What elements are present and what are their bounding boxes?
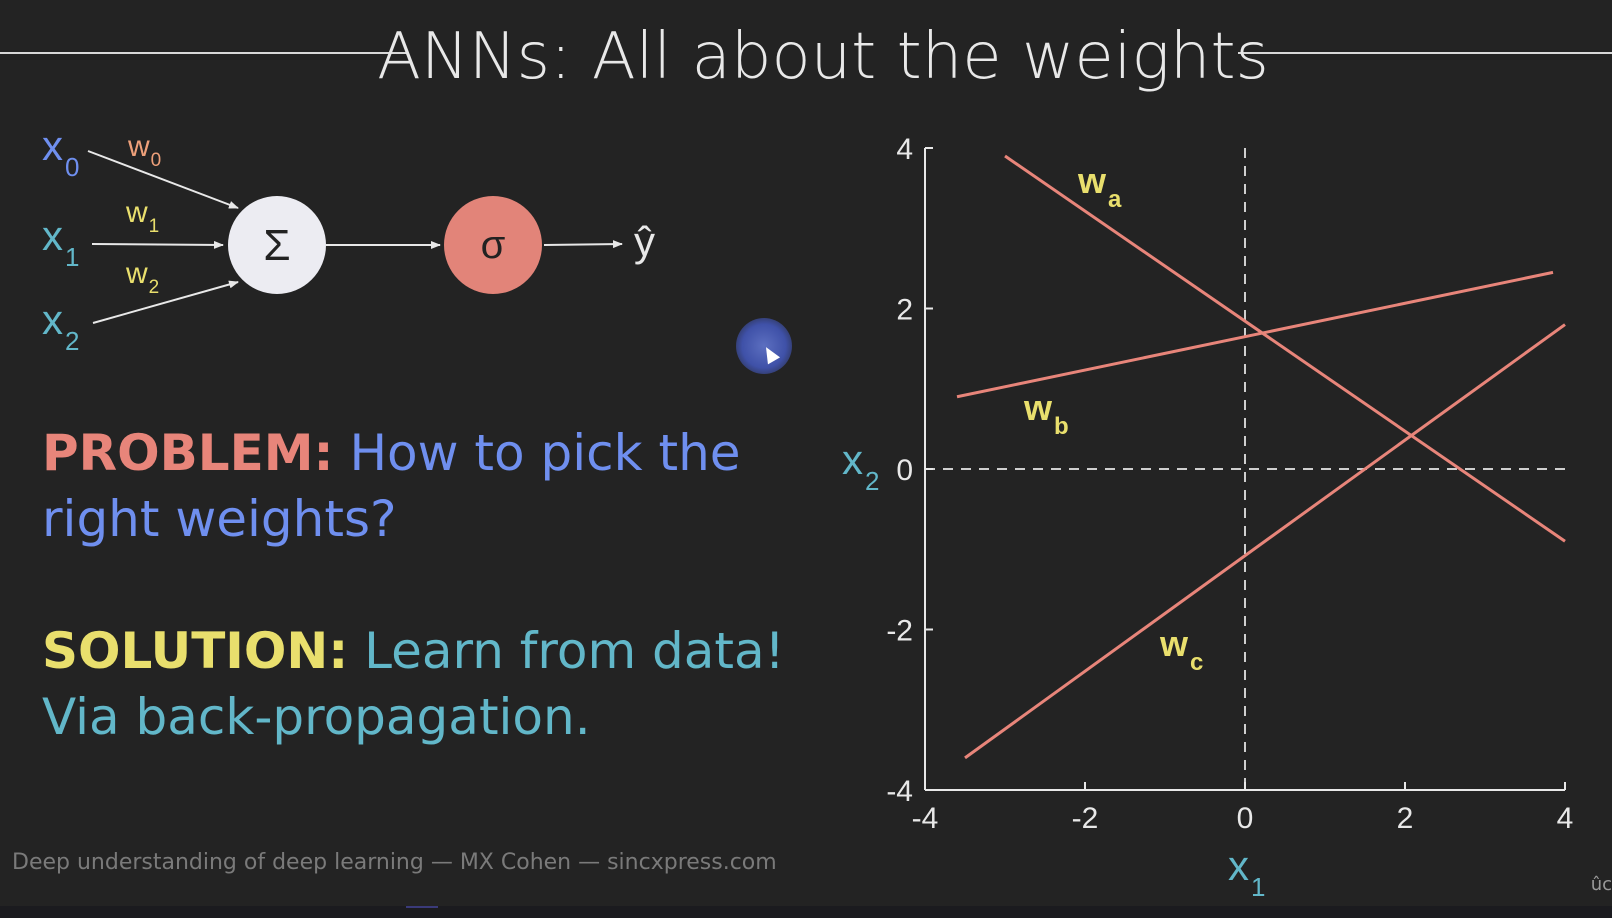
sum-node — [228, 196, 326, 294]
x-tick-label: 2 — [1397, 802, 1414, 835]
edge-x2-sum — [92, 280, 239, 324]
x-axis-label: x1 — [1228, 842, 1265, 902]
solution-statement: SOLUTION: Learn from data! Via back-prop… — [42, 618, 822, 750]
input-x0-label: x0 — [42, 122, 79, 182]
solution-text: Learn from data! Via back-propagation. — [42, 622, 785, 746]
x-tick-label: 4 — [1557, 802, 1574, 835]
activation-symbol: σ — [481, 223, 506, 267]
activation-node — [444, 196, 542, 294]
y-tick-label: -4 — [886, 775, 913, 808]
y-tick-label: 2 — [896, 294, 913, 327]
weight-w2-label: w2 — [125, 257, 159, 298]
input-x1-label: x1 — [42, 212, 79, 272]
input-x2-label: x2 — [42, 296, 79, 356]
y-tick-label: -2 — [886, 615, 913, 648]
progress-marker — [406, 906, 438, 908]
x-tick-label: 0 — [1237, 802, 1254, 835]
edge-sigma-output — [543, 240, 623, 249]
sum-symbol: Σ — [263, 221, 290, 270]
y-tick-label: 4 — [896, 133, 913, 166]
page-title: ANNs: All about the weights — [377, 20, 1269, 94]
problem-label: PROBLEM: — [42, 424, 334, 482]
solution-label: SOLUTION: — [42, 622, 349, 680]
edge-x0-sum — [87, 150, 239, 209]
network-diagram: x0 x1 x2 w0 w1 w2 Σ σ ŷ — [42, 122, 655, 356]
cursor-highlight — [736, 318, 792, 374]
x-tick-label: -4 — [912, 802, 939, 835]
decision-lines-chart: -4 -2 0 2 4 -4 -2 0 2 4 wa wb wc x1 x2 — [842, 133, 1573, 902]
footer-credit: Deep understanding of deep learning — MX… — [12, 850, 777, 875]
series-label-wb: wb — [1023, 387, 1069, 440]
problem-text: How to pick the right weights? — [42, 424, 741, 548]
series-line-wc — [964, 323, 1566, 760]
y-axis-label: x2 — [842, 436, 879, 496]
series-label-wa: wa — [1077, 160, 1122, 213]
bottom-progress-bar[interactable] — [0, 906, 1612, 918]
series-line-wa — [1004, 154, 1566, 543]
y-tick-label: 0 — [896, 454, 913, 487]
series-line-wb — [956, 270, 1554, 399]
weight-w0-label: w0 — [127, 130, 161, 171]
corner-glyph: ûc — [1590, 874, 1612, 895]
series-label-wc: wc — [1159, 623, 1203, 676]
edge-x1-sum — [91, 240, 224, 249]
weight-w1-label: w1 — [125, 196, 159, 237]
x-tick-label: -2 — [1072, 802, 1099, 835]
problem-statement: PROBLEM: How to pick the right weights? — [42, 420, 802, 552]
output-y-hat: ŷ — [634, 218, 655, 265]
